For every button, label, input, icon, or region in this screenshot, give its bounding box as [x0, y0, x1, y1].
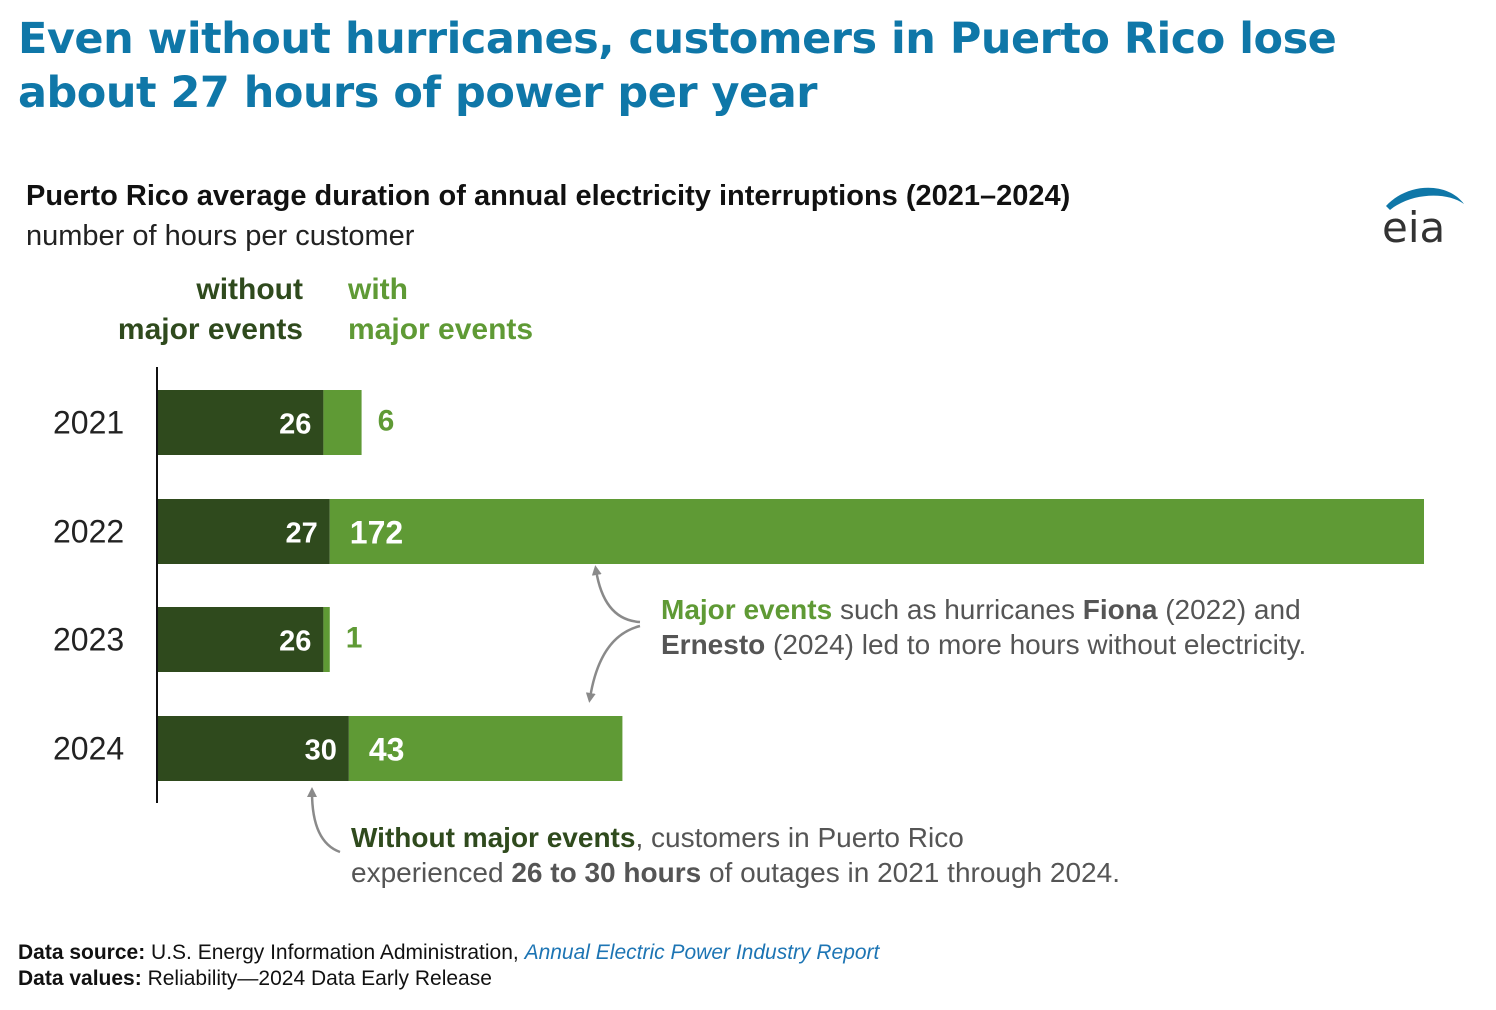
footer-values-text: Reliability—2024 Data Early Release	[141, 967, 492, 990]
annotation-without-line1: Without major events, customers in Puert…	[351, 820, 1251, 855]
bar-with-2024	[348, 716, 623, 781]
legend-with-line2: major events	[348, 313, 534, 346]
arrow-to-2022	[591, 565, 641, 624]
footer-values: Data values: Reliability—2024 Data Early…	[18, 966, 879, 992]
annotation-major-text2: (2022) and	[1157, 594, 1301, 625]
data-label-with-2023: 1	[346, 622, 363, 655]
data-label-without-2021: 26	[279, 409, 311, 441]
annotation-without-highlight: Without major events	[351, 822, 636, 853]
annotation-without-text3: of outages in 2021 through 2024.	[701, 857, 1120, 888]
annotation-major-line1: Major events such as hurricanes Fiona (2…	[661, 592, 1441, 627]
annotation-ernesto: Ernesto	[661, 629, 766, 660]
bar-with-2022	[329, 499, 1425, 564]
chart-title: Puerto Rico average duration of annual e…	[26, 180, 1071, 212]
legend-with-line1: with	[348, 273, 408, 306]
eia-logo: eia	[1382, 187, 1464, 250]
annotation-hours-range: 26 to 30 hours	[511, 857, 702, 888]
footer: Data source: U.S. Energy Information Adm…	[18, 940, 879, 992]
annotation-major-line2: Ernesto (2024) led to more hours without…	[661, 627, 1441, 662]
legend-without-major-events: without major events	[60, 270, 303, 350]
y-tick-label-2021: 2021	[53, 405, 124, 441]
arrow-to-2024	[585, 624, 641, 703]
data-label-with-2022: 172	[350, 515, 403, 551]
y-tick-label-2024: 2024	[53, 731, 124, 767]
legend-without-line2: major events	[117, 313, 303, 346]
bars-group: 2021 26 6 2022 27 172 2023 26 1 2024 30 43	[53, 390, 1425, 781]
bar-with-2023	[323, 607, 330, 672]
bar-without-2022	[158, 499, 330, 564]
footer-source-text: U.S. Energy Information Administration,	[145, 941, 525, 964]
footer-values-label: Data values:	[18, 967, 142, 990]
legend-without-line1: without	[196, 273, 303, 306]
headline: Even without hurricanes, customers in Pu…	[18, 14, 1337, 118]
annotation-major-highlight: Major events	[661, 594, 833, 625]
y-tick-label-2023: 2023	[53, 622, 124, 658]
annotation-without-text: , customers in Puerto Rico	[635, 822, 964, 853]
bar-with-2021	[323, 390, 362, 455]
chart-units: number of hours per customer	[26, 220, 415, 252]
annotation-without-text2: experienced	[351, 857, 512, 888]
eia-logo-text: eia	[1382, 203, 1445, 250]
footer-source: Data source: U.S. Energy Information Adm…	[18, 940, 879, 966]
data-label-with-2021: 6	[378, 405, 395, 438]
footer-source-link[interactable]: Annual Electric Power Industry Report	[524, 941, 880, 964]
data-label-without-2023: 26	[279, 626, 311, 658]
data-label-without-2022: 27	[286, 518, 318, 550]
annotation-major-events: Major events such as hurricanes Fiona (2…	[661, 592, 1441, 662]
annotation-without-major-events: Without major events, customers in Puert…	[351, 820, 1251, 890]
annotation-major-text3: (2024) led to more hours without electri…	[765, 629, 1307, 660]
annotation-without-line2: experienced 26 to 30 hours of outages in…	[351, 855, 1251, 890]
eia-logo-swoosh-icon	[1386, 187, 1464, 210]
data-label-with-2024: 43	[369, 732, 405, 768]
arrow-to-without-2024	[307, 787, 341, 854]
annotation-fiona: Fiona	[1082, 594, 1158, 625]
bar-without-2024	[158, 716, 349, 781]
annotation-major-text: such as hurricanes	[832, 594, 1083, 625]
y-tick-label-2022: 2022	[53, 514, 124, 550]
bar-without-2021	[158, 390, 324, 455]
data-label-without-2024: 30	[305, 735, 337, 767]
bar-without-2023	[158, 607, 324, 672]
legend-with-major-events: with major events	[348, 270, 533, 350]
footer-source-label: Data source:	[18, 941, 146, 964]
